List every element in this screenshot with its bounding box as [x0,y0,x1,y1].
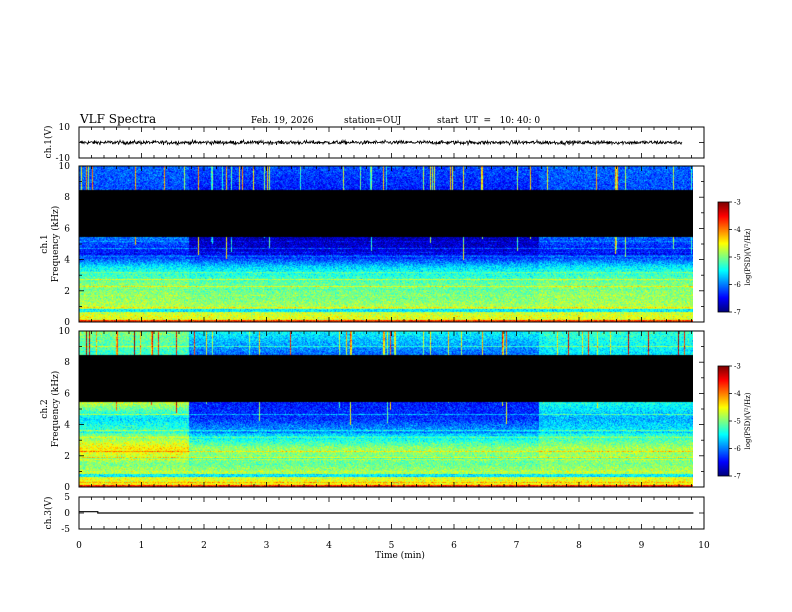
spec1-ytick-label: 8 [64,193,70,203]
x-tick-label: 5 [389,541,395,551]
x-tick-label: 7 [514,541,520,551]
spec1-ytick-label: 10 [59,162,71,172]
ch1-colorbar-holder [718,202,729,312]
x-tick-label: 2 [201,541,207,551]
spec2-ytick-label: 10 [59,327,71,337]
x-tick-label: 0 [76,541,82,551]
ch2-spec-ylabel-line1: ch.2 [40,399,50,418]
ch1-spec-ylabel-channel: ch.1 [40,234,50,253]
x-tick-label: 1 [139,541,145,551]
ch2-spectrogram-image [79,331,693,487]
station-label: station=OUJ [344,116,402,126]
spec2-ytick-label: 6 [64,389,70,399]
colorbar-tick-label: -4 [734,390,741,398]
ch1-spec-ylabel-line2: Frequency (kHz) [50,206,61,283]
colorbar-tick-label: -3 [734,363,741,371]
ch3-ytick-bottom: -5 [61,525,70,535]
ch3-ylabel: ch.3(V) [43,497,54,530]
colorbar-tick-label: -6 [734,445,741,453]
ch2-spec-ylabel-channel: ch.2 [40,399,50,418]
ch1-trace [79,138,683,147]
spec1-ytick-label: 4 [64,256,70,266]
x-tick-label: 4 [326,541,332,551]
spec2-ytick-label: 8 [64,358,70,368]
ch1-ylabel: ch.1(V) [43,126,54,159]
ch2-spec-yticklabels: 0 2 4 6 8 10 [59,327,71,493]
ch2-spec-ylabel-freq: Frequency (kHz) [50,371,61,448]
ch1-colorbar-gradient [718,202,729,312]
ch3-frame [78,496,705,530]
x-tick-label: 6 [451,541,457,551]
ch2-colorbar-ticks: -3 -4 -5 -6 -7 [729,363,741,481]
x-tick-label: 10 [698,541,710,551]
spec1-ytick-label: 6 [64,224,70,234]
ch1-panel: 10 -10 ch.1(V) [43,123,705,164]
date-label: Feb. 19, 2026 [251,116,314,126]
spec2-ytick-label: 0 [64,483,70,493]
spec1-ytick-label: 0 [64,318,70,328]
colorbar-tick-label: -5 [734,418,741,426]
ch2-spec-ylabel-line2: Frequency (kHz) [50,371,61,448]
spec2-ytick-label: 2 [64,452,70,462]
ch2-spec-frame [78,330,705,488]
ch1-spec-ylabel-line1: ch.1 [40,234,50,253]
ch1-colorbar-ticks: -3 -4 -5 -6 -7 [729,199,741,317]
colorbar-tick-label: -7 [734,309,741,317]
spec2-ytick-label: 4 [64,421,70,431]
colorbar-tick-label: -7 [734,473,741,481]
x-axis-ticklabels: 0 1 2 3 4 5 6 7 8 9 10 [76,541,710,551]
x-tick-label: 9 [639,541,645,551]
ch3-ytick-mid: 0 [64,509,70,519]
ch3-panel: 5 0 -5 ch.3(V) [43,493,705,535]
x-axis-label: Time (min) [375,550,425,561]
ch1-frame [78,126,705,159]
ch3-ytick-top: 5 [64,493,70,503]
ch3-trace [79,511,694,514]
start-time-label: start UT = 10: 40: 0 [437,116,540,126]
ch1-spectrogram-image [79,166,693,322]
ch1-spec-frame [78,165,705,323]
ch1-ytick-top: 10 [59,123,71,133]
ch2-colorbar-holder [718,366,729,476]
ch1-spec-ylabel-freq: Frequency (kHz) [50,206,61,283]
ch1-spec-yticklabels: 0 2 4 6 8 10 [59,162,71,328]
x-tick-label: 8 [576,541,582,551]
ch1-colorbar-label: log(PSD)(V²/Hz) [744,228,752,285]
colorbar-tick-label: -5 [734,254,741,262]
spec1-ytick-label: 2 [64,287,70,297]
ch1-spec-image-holder [79,166,693,322]
colorbar-tick-label: -3 [734,199,741,207]
colorbar-tick-label: -4 [734,226,741,234]
figure-title: VLF Spectra [79,112,156,126]
ch2-colorbar-gradient [718,366,729,476]
ch1-ytick-bottom: -10 [56,154,71,164]
x-tick-label: 3 [264,541,270,551]
colorbar-tick-label: -6 [734,281,741,289]
ch2-colorbar-label: log(PSD)(V²/Hz) [744,392,752,449]
ch2-spec-image-holder [79,331,693,487]
